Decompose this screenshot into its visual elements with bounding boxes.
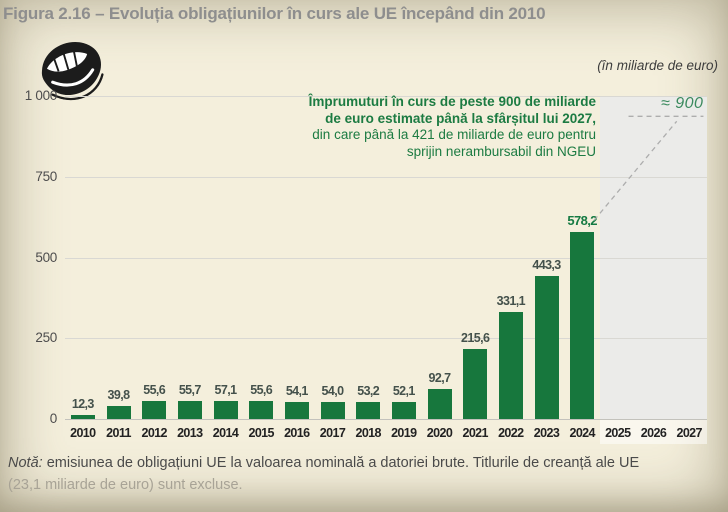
unit-label: (în miliarde de euro) — [597, 58, 718, 73]
value-label-2023: 443,3 — [532, 257, 561, 272]
gridline-250 — [65, 338, 707, 340]
x-label-2024: 2024 — [569, 426, 595, 440]
bar-2010 — [70, 415, 95, 419]
y-tick-1000: 1 000 — [24, 88, 58, 103]
x-label-2015: 2015 — [248, 426, 274, 440]
value-label-2018: 53,2 — [357, 383, 380, 398]
figure-title: Figura 2.16 – Evoluția obligațiunilor în… — [3, 4, 546, 23]
bar-2012 — [142, 401, 167, 419]
y-tick-250: 250 — [35, 330, 57, 346]
mouth-icon — [41, 42, 106, 102]
annotation-line-2: de euro estimate până la sfârșitul lui 2… — [325, 110, 596, 126]
gridline-750 — [65, 176, 707, 178]
x-label-2026: 2026 — [640, 426, 667, 440]
bar-2017 — [320, 401, 345, 419]
x-label-2027: 2027 — [676, 426, 702, 440]
annotation-line-4: sprijin nerambursabil din NGEU — [406, 143, 596, 159]
chart-annotation: Împrumuturi în curs de peste 900 de mili… — [251, 94, 596, 160]
bar-2024 — [570, 232, 595, 419]
bar-2015 — [249, 401, 274, 419]
x-label-2023: 2023 — [533, 426, 560, 440]
y-tick-0: 0 — [49, 411, 58, 426]
x-label-2010: 2010 — [70, 426, 96, 440]
x-label-2017: 2017 — [319, 426, 346, 440]
bar-2013 — [177, 401, 202, 419]
x-axis-line — [65, 419, 707, 420]
y-tick-500: 500 — [35, 249, 57, 265]
value-label-2021: 215,6 — [461, 331, 490, 346]
bar-2014 — [213, 400, 238, 419]
note-line2: (23,1 miliarde de euro) sunt excluse. — [8, 477, 243, 493]
forecast-approx-label: ≈ 900 — [660, 95, 704, 113]
value-label-2011: 39,8 — [107, 388, 131, 403]
value-label-2016: 54,1 — [285, 383, 309, 398]
value-label-2010: 12,3 — [71, 397, 95, 411]
x-label-2013: 2013 — [177, 426, 203, 440]
x-label-2011: 2011 — [106, 426, 131, 440]
value-label-2012: 55,6 — [143, 383, 166, 397]
annotation-line-1: Împrumuturi în curs de peste 900 de mili… — [308, 94, 596, 109]
forecast-region-below-axis — [600, 420, 707, 444]
bar-2022 — [498, 312, 523, 419]
bar-chart: 0 250 500 750 1 000 12,3 2010 39,8 2011 55,6 2012 5… — [25, 88, 707, 444]
gridline-500 — [65, 257, 707, 259]
value-label-2022: 331,1 — [496, 294, 526, 309]
value-label-2019: 52,1 — [392, 384, 416, 399]
bar-2011 — [106, 406, 131, 419]
annotation-line-3: din care până la 421 de miliarde de euro… — [312, 127, 596, 142]
x-label-2019: 2019 — [391, 426, 417, 440]
bar-2019 — [391, 402, 416, 419]
bar-2023 — [534, 275, 559, 419]
note-prefix: Notă: — [8, 455, 43, 471]
x-label-2020: 2020 — [426, 426, 453, 440]
x-label-2021: 2021 — [462, 426, 488, 440]
x-label-2016: 2016 — [284, 426, 310, 440]
y-tick-750: 750 — [35, 168, 57, 184]
x-label-2018: 2018 — [355, 426, 381, 440]
value-label-2024: 578,2 — [567, 213, 597, 229]
x-label-2025: 2025 — [605, 426, 631, 440]
bar-2021 — [463, 349, 488, 419]
bar-2018 — [356, 401, 381, 419]
value-label-2014: 57,1 — [214, 382, 238, 397]
value-label-2013: 55,7 — [178, 383, 202, 397]
x-label-2022: 2022 — [498, 426, 524, 440]
value-label-2017: 54,0 — [321, 383, 345, 398]
value-label-2015: 55,6 — [250, 383, 273, 397]
value-label-2020: 92,7 — [428, 371, 452, 386]
gridline-1000 — [65, 96, 707, 97]
x-label-2014: 2014 — [212, 426, 239, 440]
bar-2020 — [427, 389, 452, 419]
note-line1: emisiunea de obligațiuni UE la valoarea … — [42, 455, 640, 471]
bar-2016 — [284, 401, 309, 419]
x-label-2012: 2012 — [141, 426, 167, 440]
figure-note: Notă: emisiunea de obligațiuni UE la val… — [8, 452, 720, 496]
